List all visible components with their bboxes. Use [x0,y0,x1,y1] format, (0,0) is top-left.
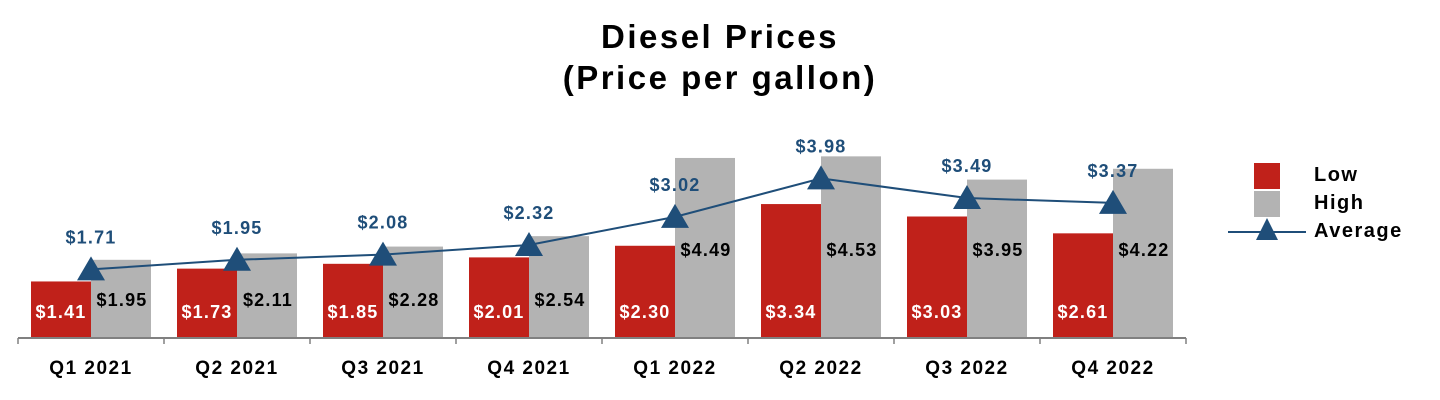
legend-label-average: Average [1314,220,1403,242]
data-label-average-5: $3.02 [649,175,700,195]
bar-low-2 [177,268,237,338]
data-label-high-2: $2.11 [243,290,293,310]
data-label-average-6: $3.98 [795,136,846,156]
x-tick-label-6: Q2 2022 [779,358,862,379]
legend-label-low: Low [1314,164,1359,186]
legend-label-high: High [1314,192,1365,214]
x-tick-label-2: Q2 2021 [195,358,278,379]
chart-title-line-1: Diesel Prices [601,18,839,55]
legend-item-average: Average [1228,218,1428,244]
legend-triangle-marker-icon [1256,218,1278,240]
bar-low-8 [1053,233,1113,338]
average-marker-2 [223,246,251,271]
data-label-average-7: $3.49 [941,156,992,176]
chart-title-line-2: (Price per gallon) [562,59,878,96]
data-label-low-1: $1.41 [35,302,86,322]
data-label-low-8: $2.61 [1057,302,1108,322]
average-marker-5 [661,203,689,228]
bar-high-1 [91,259,151,338]
average-marker-1 [77,256,105,281]
data-label-average-1: $1.71 [65,227,116,247]
chart-title: Diesel Prices (Price per gallon) [0,16,1440,98]
bar-low-3 [323,263,383,338]
average-marker-6 [807,165,835,190]
data-label-high-1: $1.95 [96,290,147,310]
x-tick-label-3: Q3 2021 [341,358,424,379]
legend-swatch-high [1254,191,1280,217]
data-label-high-8: $4.22 [1118,240,1169,260]
legend-swatch-low [1254,163,1280,189]
bar-low-5 [615,245,675,338]
bar-high-5 [675,157,735,338]
data-label-high-3: $2.28 [388,290,439,310]
x-tick-label-5: Q1 2022 [633,358,716,379]
data-label-low-7: $3.03 [911,302,962,322]
bar-high-8 [1113,168,1173,338]
chart-legend: Low High Average [1228,160,1428,250]
data-label-low-2: $1.73 [181,302,232,322]
data-label-average-2: $1.95 [211,218,262,238]
data-label-high-4: $2.54 [534,290,585,310]
data-label-low-5: $2.30 [619,302,670,322]
average-series-line [90,177,1114,271]
data-label-average-8: $3.37 [1087,161,1138,181]
legend-item-high: High [1228,190,1428,217]
data-label-average-3: $2.08 [357,213,408,233]
average-marker-8 [1099,189,1127,214]
bar-low-6 [761,204,821,338]
x-tick-label-7: Q3 2022 [925,358,1008,379]
data-label-average-4: $2.32 [503,203,554,223]
x-tick-label-8: Q4 2022 [1071,358,1154,379]
average-marker-4 [515,231,543,256]
data-label-high-7: $3.95 [972,240,1023,260]
bar-low-4 [469,257,529,338]
data-label-low-4: $2.01 [473,302,524,322]
x-tick-label-1: Q1 2021 [49,358,132,379]
data-label-high-6: $4.53 [826,240,877,260]
average-marker-7 [953,185,981,210]
data-label-low-6: $3.34 [765,302,816,322]
average-marker-3 [369,241,397,266]
data-label-high-5: $4.49 [680,240,731,260]
x-tick-label-4: Q4 2021 [487,358,570,379]
bar-low-7 [907,216,967,338]
data-label-low-3: $1.85 [327,302,378,322]
legend-item-low: Low [1228,162,1428,189]
bar-low-1 [31,281,91,338]
